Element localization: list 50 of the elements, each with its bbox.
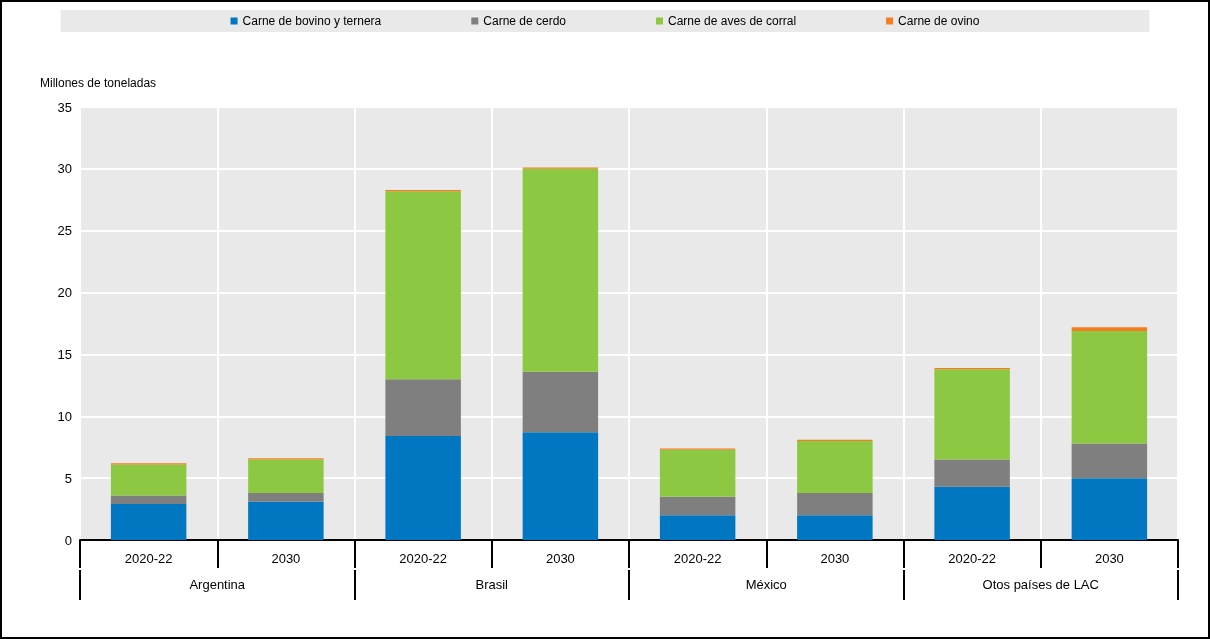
bar [522,371,599,433]
x-tick-label: 2020-22 [948,551,996,566]
bar [522,168,599,372]
bar [797,492,873,516]
bar [1071,478,1148,540]
y-tick-label: 20 [57,285,72,301]
text: Brasil [475,577,509,592]
legend-label: Carne de aves de corral [668,14,797,28]
bar [797,515,873,540]
y-tick-label: 25 [57,223,72,239]
bar [934,486,1010,540]
bar [934,459,1010,487]
x-tick-label: 2030 [820,551,850,566]
x-tick-label: 2030 [545,551,575,566]
bar [248,501,324,540]
x-tick-label: 2030 [1094,551,1124,566]
y-tick-label: 35 [57,99,72,115]
bar [385,191,461,380]
x-tick-label: 2020-22 [124,551,173,566]
text: México [745,577,787,592]
x-tick-label: 2020-22 [399,551,447,566]
bar [110,504,187,540]
legend-label: Carne de bovino y ternera [242,14,382,28]
bar [797,441,873,493]
bar [385,436,461,540]
bar [385,379,461,437]
y-tick-label: 5 [64,470,72,486]
bar [110,495,187,505]
y-tick-label: 15 [57,346,72,362]
bar [659,496,736,516]
bar [659,515,736,540]
text: Otos países de LAC [982,577,1099,592]
bar [110,464,187,496]
legend-label: Carne de ovino [898,14,980,28]
bar [1071,443,1148,479]
x-tick-label: 2020-22 [673,551,722,566]
bar [934,369,1010,460]
y-tick-label: 30 [57,161,72,177]
y-tick-label: 0 [64,532,72,548]
bar [1071,330,1148,444]
bar [522,432,599,540]
y-axis-title: Millones de toneladas [40,76,157,90]
bar [659,449,736,497]
bar [248,459,324,493]
x-tick-label: 2030 [271,551,301,566]
text: Argentina [189,577,246,592]
y-tick-label: 10 [57,408,72,424]
legend-label: Carne de cerdo [483,14,567,28]
bar [248,492,324,502]
bar [1071,327,1148,331]
